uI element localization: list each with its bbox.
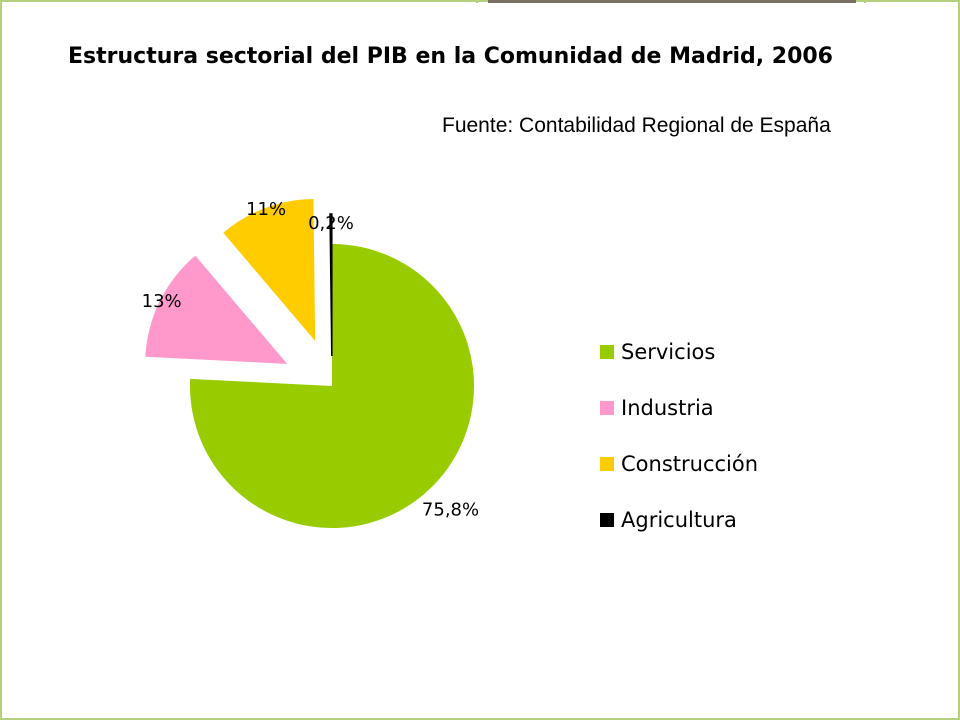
legend-item: Servicios xyxy=(600,338,758,366)
pie-slice-servicios xyxy=(190,244,474,528)
legend-swatch-industria xyxy=(600,401,614,415)
legend: Servicios Industria Construcción Agricul… xyxy=(600,338,758,562)
pie-slice-industria xyxy=(145,255,288,364)
legend-item: Construcción xyxy=(600,450,758,478)
pie-slice-construccion xyxy=(223,199,316,342)
frame-tick xyxy=(864,0,866,3)
frame-tick xyxy=(476,0,478,3)
data-label: 75,8% xyxy=(422,500,479,521)
data-label: 0,2% xyxy=(308,213,354,234)
legend-swatch-servicios xyxy=(600,345,614,359)
legend-label: Servicios xyxy=(621,340,716,364)
pie-slice-agricultura xyxy=(329,213,333,357)
legend-item: Industria xyxy=(600,394,758,422)
data-label: 13% xyxy=(142,291,182,312)
legend-swatch-agricultura xyxy=(600,513,614,527)
chart-title: Estructura sectorial del PIB en la Comun… xyxy=(68,44,833,69)
source-note: Fuente: Contabilidad Regional de España xyxy=(442,114,831,137)
frame-tab xyxy=(488,0,856,3)
legend-label: Industria xyxy=(621,396,714,420)
data-label: 11% xyxy=(246,199,286,220)
legend-item: Agricultura xyxy=(600,506,758,534)
legend-swatch-construccion xyxy=(600,457,614,471)
legend-label: Construcción xyxy=(621,452,759,476)
legend-label: Agricultura xyxy=(621,508,737,532)
